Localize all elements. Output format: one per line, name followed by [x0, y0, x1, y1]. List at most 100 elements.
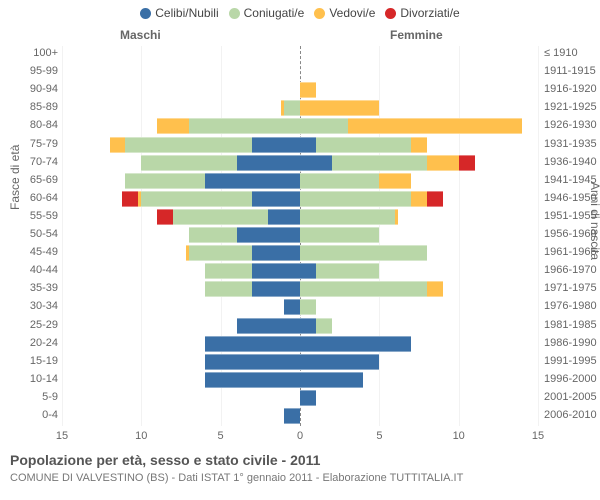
chart-title: Popolazione per età, sesso e stato civil…	[10, 452, 320, 468]
bar-row	[62, 137, 538, 151]
bar-seg-m-con	[205, 281, 253, 297]
y-tick-right: 1966-1970	[544, 263, 598, 277]
y-tick-left: 85-89	[0, 100, 58, 114]
y-tick-left: 90-94	[0, 82, 58, 96]
y-tick-left: 0-4	[0, 408, 58, 422]
legend: Celibi/NubiliConiugati/eVedovi/eDivorzia…	[0, 0, 600, 20]
bar-row	[62, 191, 538, 205]
bar-row	[62, 336, 538, 350]
bar-seg-f-ved	[411, 191, 427, 207]
x-tick: 15	[532, 430, 544, 442]
bar-seg-m-ved	[157, 118, 189, 134]
y-tick-left: 100+	[0, 46, 58, 60]
y-tick-right: 1976-1980	[544, 299, 598, 313]
bar-seg-f-con	[300, 191, 411, 207]
x-tick: 15	[56, 430, 68, 442]
bar-row	[62, 100, 538, 114]
bar-seg-f-cel	[300, 354, 379, 370]
bar-seg-f-ved	[348, 118, 523, 134]
legend-item: Coniugati/e	[229, 6, 305, 20]
legend-dot	[385, 8, 396, 19]
bar-seg-m-cel	[284, 408, 300, 424]
y-tick-left: 60-64	[0, 191, 58, 205]
bar-seg-f-con	[300, 245, 427, 261]
bar-seg-f-con	[316, 318, 332, 334]
x-tick: 10	[453, 430, 465, 442]
y-tick-right: 2006-2010	[544, 408, 598, 422]
bar-seg-f-div	[459, 155, 475, 171]
y-tick-right: 1971-1975	[544, 281, 598, 295]
bar-row	[62, 46, 538, 60]
bar-seg-m-con	[189, 227, 237, 243]
bar-seg-m-ved	[138, 191, 141, 207]
y-tick-left: 70-74	[0, 155, 58, 169]
y-tick-right: 1951-1955	[544, 209, 598, 223]
bar-row	[62, 118, 538, 132]
y-tick-left: 10-14	[0, 372, 58, 386]
bar-seg-m-cel	[252, 137, 300, 153]
bar-seg-f-ved	[395, 209, 398, 225]
y-tick-left: 95-99	[0, 64, 58, 78]
bar-seg-f-cel	[300, 336, 411, 352]
bar-seg-m-con	[141, 191, 252, 207]
y-tick-left: 20-24	[0, 336, 58, 350]
bar-seg-f-cel	[300, 137, 316, 153]
bar-seg-f-con	[332, 155, 427, 171]
bar-seg-m-cel	[205, 173, 300, 189]
y-tick-right: 1991-1995	[544, 354, 598, 368]
bar-seg-m-con	[125, 137, 252, 153]
bar-seg-f-ved	[411, 137, 427, 153]
y-tick-right: 1941-1945	[544, 173, 598, 187]
bar-row	[62, 281, 538, 295]
bar-seg-m-ved	[186, 245, 189, 261]
bar-seg-f-cel	[300, 372, 363, 388]
y-tick-right: ≤ 1910	[544, 46, 598, 60]
y-tick-right: 1921-1925	[544, 100, 598, 114]
bar-seg-f-con	[300, 209, 395, 225]
bar-seg-m-cel	[205, 336, 300, 352]
y-tick-right: 1911-1915	[544, 64, 598, 78]
plot-area	[62, 46, 538, 426]
legend-label: Celibi/Nubili	[155, 6, 218, 20]
bar-seg-m-con	[141, 155, 236, 171]
bar-seg-f-ved	[300, 82, 316, 98]
bar-row	[62, 408, 538, 422]
x-tick: 0	[297, 430, 303, 442]
legend-dot	[314, 8, 325, 19]
header-male: Maschi	[120, 28, 161, 42]
bar-seg-m-div	[157, 209, 173, 225]
legend-item: Vedovi/e	[314, 6, 375, 20]
bar-seg-m-con	[125, 173, 204, 189]
y-axis-left: 100+95-9990-9485-8980-8475-7970-7465-696…	[0, 46, 58, 426]
bar-row	[62, 390, 538, 404]
bar-seg-m-cel	[284, 299, 300, 315]
x-tick: 5	[376, 430, 382, 442]
y-tick-right: 2001-2005	[544, 390, 598, 404]
y-tick-left: 5-9	[0, 390, 58, 404]
bar-row	[62, 299, 538, 313]
y-tick-left: 75-79	[0, 137, 58, 151]
y-tick-left: 80-84	[0, 118, 58, 132]
y-axis-right: ≤ 19101911-19151916-19201921-19251926-19…	[544, 46, 598, 426]
y-tick-right: 1961-1965	[544, 245, 598, 259]
bar-seg-m-ved	[281, 100, 284, 116]
bar-seg-m-con	[284, 100, 300, 116]
bar-row	[62, 209, 538, 223]
y-tick-left: 40-44	[0, 263, 58, 277]
bar-seg-m-cel	[252, 245, 300, 261]
y-tick-left: 25-29	[0, 318, 58, 332]
legend-label: Coniugati/e	[244, 6, 305, 20]
header-female: Femmine	[390, 28, 443, 42]
bar-row	[62, 245, 538, 259]
bar-seg-f-ved	[379, 173, 411, 189]
bar-seg-m-cel	[252, 263, 300, 279]
bar-seg-f-con	[300, 173, 379, 189]
bar-seg-m-cel	[252, 191, 300, 207]
bar-seg-m-cel	[237, 227, 300, 243]
bar-seg-f-con	[300, 299, 316, 315]
bar-seg-f-cel	[300, 390, 316, 406]
y-tick-right: 1916-1920	[544, 82, 598, 96]
y-tick-left: 35-39	[0, 281, 58, 295]
bar-seg-m-cel	[237, 318, 300, 334]
bar-seg-f-cel	[300, 318, 316, 334]
